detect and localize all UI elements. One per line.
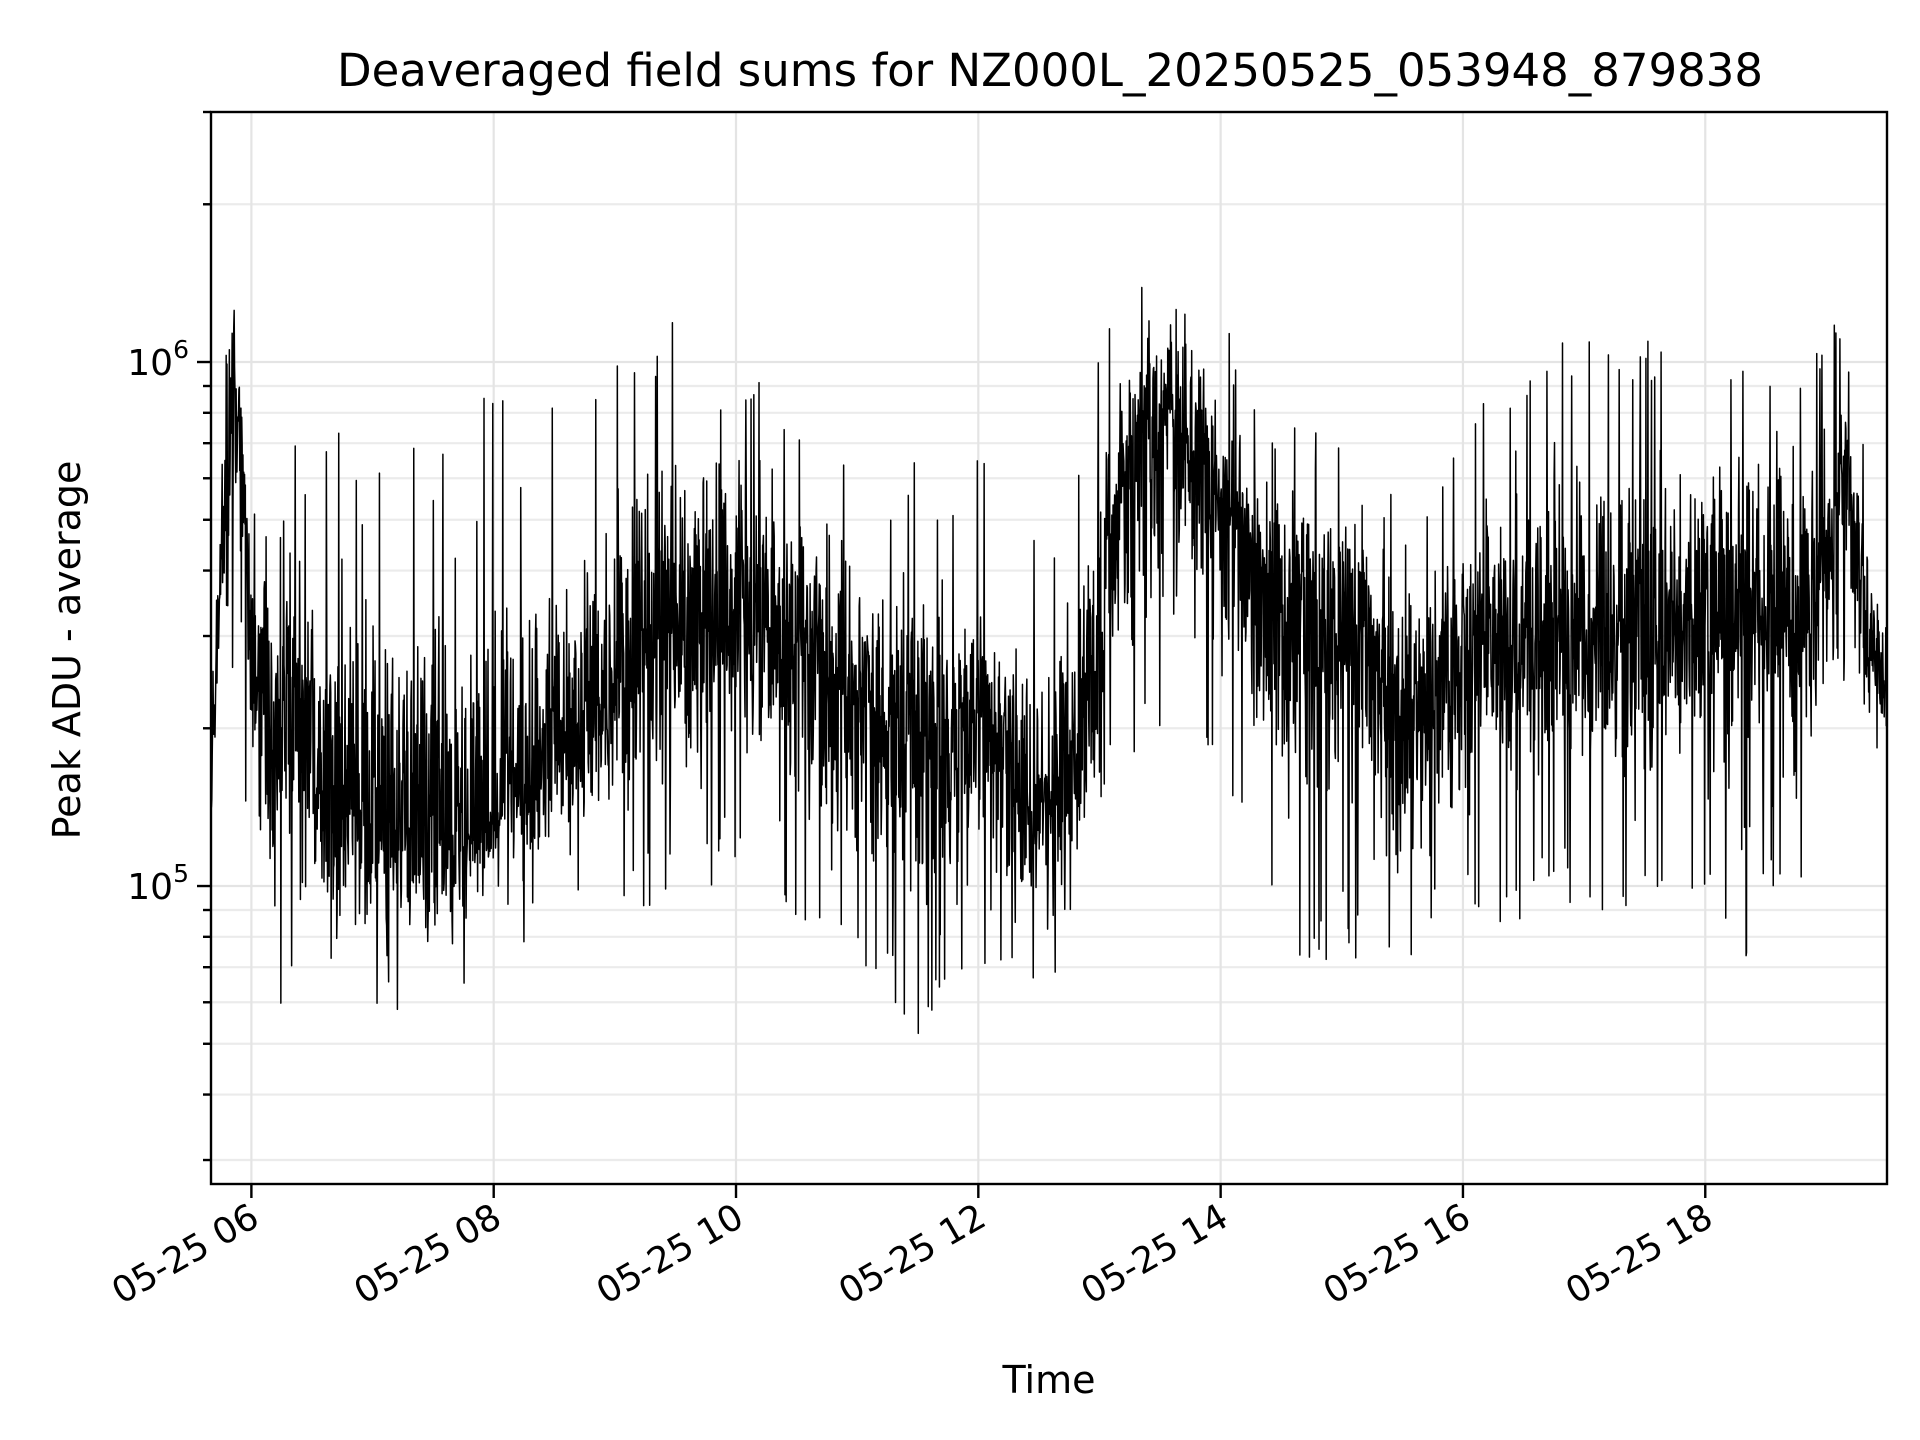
series-line	[210, 286, 1888, 1035]
chart-title: Deaveraged field sums for NZ000L_2025052…	[337, 44, 1763, 97]
x-tick-label: 05-25 10	[590, 1196, 751, 1312]
y-tick-label: 105	[127, 859, 189, 908]
x-tick-label: 05-25 12	[832, 1196, 993, 1312]
plot-area	[210, 286, 1888, 1035]
x-tick-label: 05-25 06	[105, 1196, 266, 1312]
x-tick-label: 05-25 08	[348, 1196, 509, 1312]
plot-frame	[209, 110, 1889, 1186]
x-tick-label: 05-25 16	[1317, 1196, 1478, 1312]
x-axis-label: Time	[1002, 1358, 1096, 1402]
x-axis: 05-25 06 05-25 08 05-25 10 05-25 12 05-25 14…	[105, 1184, 1720, 1313]
y-tick-label: 106	[127, 335, 189, 384]
x-tick-label: 05-25 14	[1074, 1196, 1235, 1312]
x-tick-label: 05-25 18	[1559, 1196, 1720, 1312]
y-axis-label: Peak ADU - average	[45, 461, 89, 840]
y-axis: 105 106	[127, 110, 211, 1162]
